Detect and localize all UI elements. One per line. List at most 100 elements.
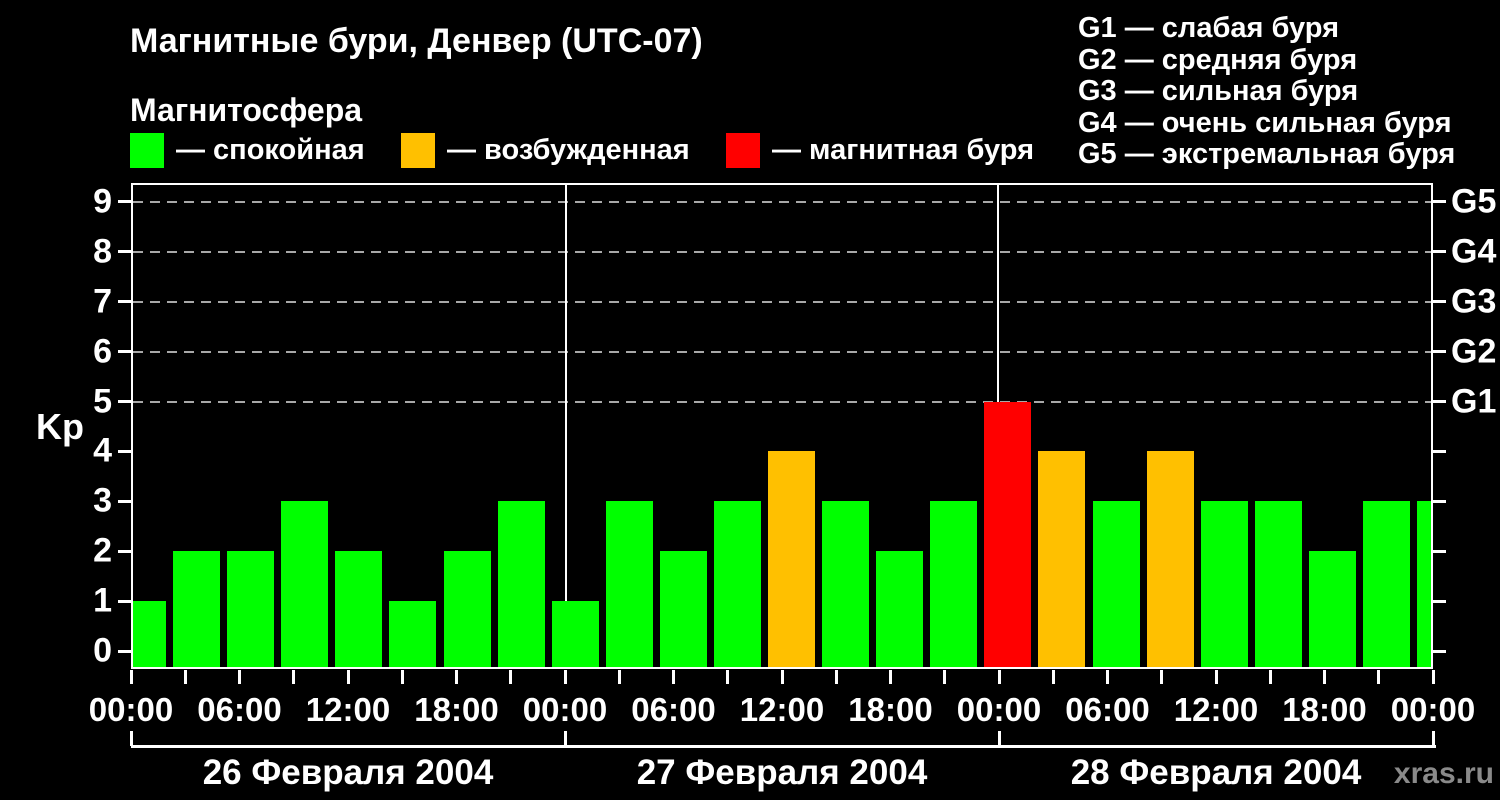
legend-label-quiet: — спокойная <box>176 134 365 166</box>
legend-item-quiet: — спокойная <box>130 133 365 168</box>
x-tick-label: 00:00 <box>956 691 1042 728</box>
legend-item-excited: — возбужденная <box>401 133 690 168</box>
kp-bar <box>659 551 707 667</box>
y-tick-right <box>1433 400 1446 403</box>
kp-bar <box>1092 501 1140 667</box>
g-scale-line-g1: G1 — слабая буря <box>1078 12 1340 44</box>
y-tick-label: 4 <box>93 431 112 470</box>
y-tick-label: 0 <box>93 631 112 670</box>
y-tick-right <box>1433 599 1446 603</box>
y-tick-label: 3 <box>93 481 112 520</box>
kp-bar <box>876 551 924 667</box>
kp-bar <box>497 501 545 667</box>
legend-item-storm: — магнитная буря <box>726 133 1034 168</box>
y-tick-right <box>1433 300 1446 304</box>
y-tick-right <box>1433 350 1446 354</box>
date-bracket-line <box>131 745 1436 748</box>
y-tick-right <box>1433 250 1446 254</box>
y-tick-left <box>118 350 131 354</box>
g-axis-label-g2: G2 <box>1451 332 1497 371</box>
kp-bar <box>281 501 329 667</box>
g-axis-label-g3: G3 <box>1451 282 1497 321</box>
y-tick-label: 5 <box>93 382 112 420</box>
x-tick-label: 00:00 <box>88 691 174 728</box>
g-scale-legend: G1 — слабая буря G2 — средняя буря G3 — … <box>1078 12 1456 171</box>
kp-bar <box>551 601 599 667</box>
kp-bar <box>984 401 1032 667</box>
y-tick-left <box>118 599 131 603</box>
kp-bar <box>1146 451 1194 667</box>
watermark-xras: xras.ru <box>1393 757 1494 790</box>
day-separator <box>564 185 567 667</box>
bracket-tick <box>563 731 567 746</box>
x-tick <box>780 670 784 684</box>
kp-bar <box>335 551 383 667</box>
g-scale-line-g4: G4 — очень сильная буря <box>1078 106 1452 139</box>
x-tick <box>1160 670 1164 684</box>
x-tick <box>509 670 513 684</box>
date-label: 27 Февраля 2004 <box>636 753 928 792</box>
y-tick-left <box>118 250 131 254</box>
g-axis-label-g5: G5 <box>1451 182 1497 221</box>
y-tick-label: 2 <box>93 531 112 570</box>
x-tick <box>1106 670 1109 684</box>
x-tick <box>1268 670 1272 684</box>
x-tick <box>1431 670 1435 684</box>
y-tick-label: 7 <box>93 282 112 321</box>
x-tick <box>1051 670 1055 684</box>
x-tick <box>292 670 296 684</box>
g-axis-label-g4: G4 <box>1451 232 1497 271</box>
kp-bar <box>1038 451 1086 667</box>
x-tick-label: 00:00 <box>1390 691 1476 728</box>
x-tick <box>1323 670 1326 684</box>
x-tick-label: 18:00 <box>414 691 499 728</box>
x-tick-label: 12:00 <box>305 691 391 728</box>
kp-bar <box>227 551 275 667</box>
gridline-kp5 <box>133 400 1431 403</box>
x-tick <box>183 670 187 684</box>
y-tick-left <box>118 549 131 553</box>
kp-bar <box>389 601 437 667</box>
x-tick-label: 18:00 <box>1282 691 1367 728</box>
y-tick-left <box>118 449 131 453</box>
x-tick <box>455 670 458 684</box>
x-tick <box>400 670 404 684</box>
x-tick <box>997 670 1001 684</box>
kp-bar <box>1254 501 1302 667</box>
y-axis-title-kp: Kp <box>36 406 84 447</box>
x-tick-label: 00:00 <box>522 691 608 728</box>
date-label: 26 Февраля 2004 <box>202 753 494 792</box>
g-scale-line-g3: G3 — сильная буря <box>1078 75 1359 107</box>
y-tick-left <box>118 200 131 204</box>
x-tick-label: 18:00 <box>848 691 933 728</box>
y-tick-right <box>1433 649 1446 653</box>
gridline-kp6 <box>133 350 1431 353</box>
x-tick-label: 06:00 <box>197 691 282 728</box>
date-label: 28 Февраля 2004 <box>1070 753 1362 792</box>
excited-color-swatch <box>401 133 435 168</box>
kp-bar <box>133 601 166 667</box>
kp-bar <box>1417 501 1431 667</box>
x-tick <box>563 670 567 684</box>
x-tick <box>129 670 133 684</box>
x-tick <box>1214 670 1218 684</box>
kp-bar <box>768 451 815 667</box>
legend-label-storm: — магнитная буря <box>772 134 1035 166</box>
y-tick-right <box>1433 449 1446 453</box>
kp-bar <box>1308 551 1356 667</box>
legend-label-excited: — возбужденная <box>447 134 690 166</box>
gridline-kp9 <box>133 200 1431 203</box>
x-tick <box>672 670 675 684</box>
kp-bar <box>930 501 978 667</box>
x-tick-label: 12:00 <box>1173 691 1259 728</box>
g-scale-line-g5: G5 — экстремальная буря <box>1078 138 1456 170</box>
x-tick <box>834 670 838 684</box>
kp-bar <box>713 501 761 667</box>
kp-bar <box>443 551 491 667</box>
y-tick-left <box>118 300 131 304</box>
x-tick-label: 06:00 <box>1065 691 1150 728</box>
y-tick-left <box>118 649 131 653</box>
plot-area <box>131 183 1433 669</box>
x-tick <box>943 670 947 684</box>
